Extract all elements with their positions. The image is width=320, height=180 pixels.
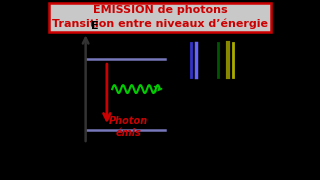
Text: Photon
émis: Photon émis xyxy=(108,116,148,138)
Text: Spectre d’émission de l’atome de
Mercure: Spectre d’émission de l’atome de Mercure xyxy=(151,85,285,105)
Text: $E_i$: $E_i$ xyxy=(67,123,78,136)
Text: E: E xyxy=(91,21,99,31)
Bar xyxy=(180,41,256,79)
Text: EMISSION de photons
Transition entre niveaux d’énergie: EMISSION de photons Transition entre niv… xyxy=(52,5,268,29)
Text: $E_f$: $E_f$ xyxy=(66,53,78,66)
